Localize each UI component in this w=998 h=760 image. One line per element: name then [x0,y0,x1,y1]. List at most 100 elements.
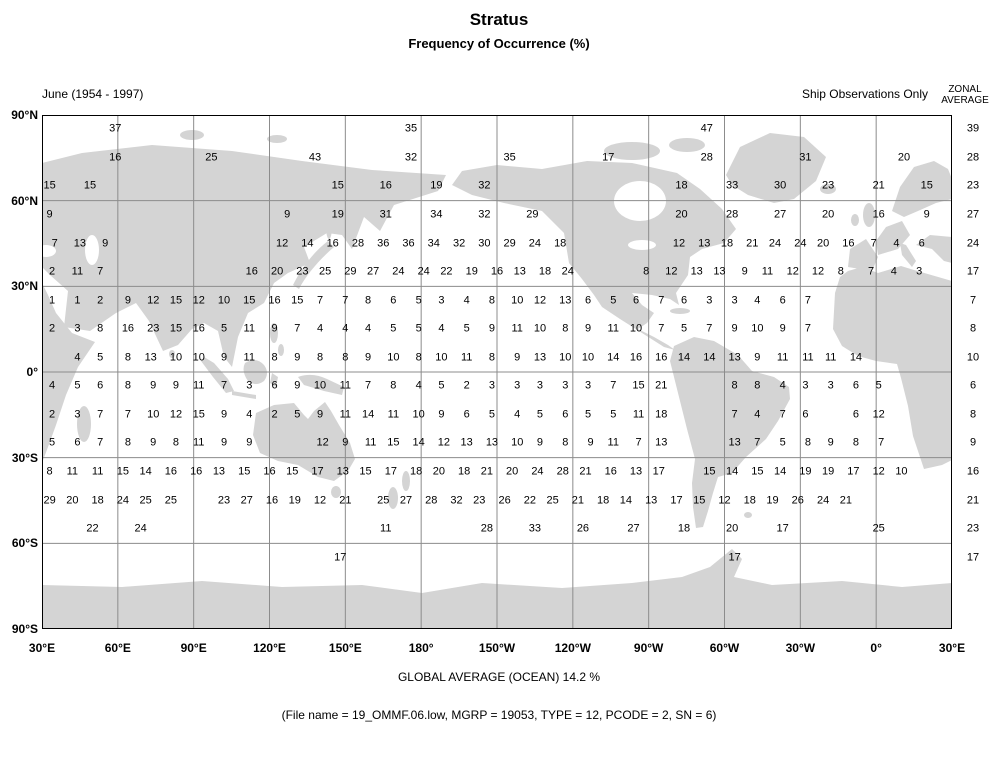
grid-value: 5 [49,436,56,449]
grid-value: 12 [872,465,885,478]
grid-value: 5 [415,294,422,307]
grid-value: 3 [916,265,923,278]
grid-value: 12 [718,494,731,506]
grid-value: 6 [632,294,640,307]
grid-value: 15 [703,465,716,478]
grid-value: 14 [619,494,633,506]
grid-value: 16 [265,494,279,506]
grid-value: 6 [852,408,859,421]
grid-value: 5 [584,408,592,421]
grid-value: 24 [392,265,405,278]
grid-value: 9 [246,436,253,449]
x-axis-label: 0° [870,641,882,655]
grid-value: 10 [169,351,183,364]
grid-value: 17 [652,465,665,478]
grid-value: 11 [243,351,255,364]
grid-value: 24 [794,237,807,249]
grid-value: 5 [463,322,470,335]
grid-value: 11 [193,436,205,449]
grid-value: 4 [415,379,422,392]
grid-value: 13 [513,265,526,278]
grid-value: 13 [713,265,726,278]
grid-value: 11 [761,265,774,278]
grid-value: 14 [773,465,787,478]
zonal-header-line1: ZONAL [948,84,982,95]
grid-value: 7 [97,408,104,421]
chart-title: Stratus [469,10,529,29]
grid-value: 12 [533,294,547,307]
grid-value: 3 [488,379,495,392]
grid-value: 25 [377,494,390,506]
grid-value: 16 [872,208,885,221]
grid-value: 11 [339,408,352,421]
landmass-europe-central [876,221,910,255]
grid-value: 20 [816,237,830,249]
grid-value: 15 [192,408,205,421]
grid-value: 11 [632,408,645,421]
x-axis-label: 120°W [554,641,591,655]
grid-value: 11 [776,351,789,364]
grid-value: 4 [893,237,900,249]
landmass-new-guinea [298,374,344,395]
landmass-philippines-north [270,323,278,343]
grid-value: 37 [109,122,122,135]
grid-value: 11 [339,379,352,392]
grid-value: 2 [271,408,278,421]
grid-value: 8 [271,351,278,364]
grid-value: 21 [339,494,352,506]
grid-value: 10 [412,408,425,421]
grid-value: 27 [367,265,380,278]
grid-value: 10 [895,465,908,478]
grid-value: 5 [779,436,786,449]
grid-value: 12 [437,436,451,449]
grid-value: 8 [804,436,811,449]
grid-value: 12 [811,265,825,278]
grid-value: 9 [827,436,834,449]
grid-value: 11 [66,465,79,478]
grid-value: 13 [533,351,547,364]
grid-value: 11 [71,265,84,278]
grid-value: 7 [878,436,885,449]
grid-value: 32 [452,237,466,249]
grid-value: 19 [430,179,443,192]
grid-value: 20 [66,494,79,506]
y-axis-label: 60°N [11,193,38,208]
grid-value: 6 [779,294,786,307]
grid-value: 4 [890,265,897,278]
grid-value: 7 [804,322,811,335]
grid-value: 12 [192,294,205,307]
grid-value: 15 [238,465,251,478]
grid-value: 5 [536,408,544,421]
grid-value: 18 [677,522,691,535]
grid-value: 11 [460,351,473,364]
grid-value: 12 [665,265,678,278]
grid-value: 10 [313,379,327,392]
grid-value: 7 [316,294,324,307]
grid-value: 21 [839,494,852,506]
grid-value: 18 [597,494,610,506]
grid-value: 34 [427,237,440,249]
grid-value: 6 [680,294,688,307]
grid-value: 4 [49,379,56,392]
grid-value: 10 [511,294,524,307]
grid-value: 8 [124,351,131,364]
landmass-arctic-russia-2 [267,135,287,143]
grid-value: 24 [134,522,147,535]
grid-value: 15 [387,436,400,449]
grid-value: 8 [316,351,324,364]
grid-value: 32 [478,208,491,221]
grid-value: 8 [731,379,738,392]
zonal-average-value: 27 [966,208,980,221]
landmass-sumatra [201,357,234,393]
grid-value: 6 [97,379,104,392]
landmass-italy [900,243,916,267]
zonal-header-line2: AVERAGE [941,95,989,106]
grid-value: 26 [576,522,590,535]
grid-value: 10 [559,351,572,364]
grid-value: 14 [703,351,716,364]
y-axis-label: 60°S [11,536,38,551]
landmass-philippines-south [278,344,284,356]
grid-value: 5 [610,294,617,307]
grid-value: 9 [754,351,761,364]
grid-value: 14 [725,465,739,478]
